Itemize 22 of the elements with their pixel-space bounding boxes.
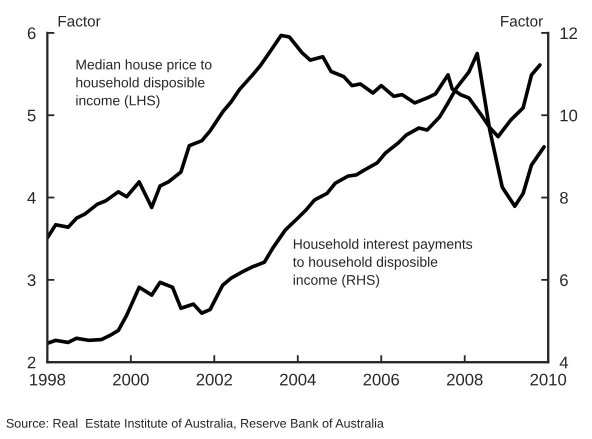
x-tick-label: 2004 xyxy=(280,374,316,386)
annotation: Household interest payments to household disposible income (RHS) xyxy=(292,238,472,288)
y2-tick-label: 8 xyxy=(560,192,568,204)
annotation: Median house price to household disposible income (LHS) xyxy=(76,59,212,108)
y2-axis-title: Factor xyxy=(501,16,543,27)
y-tick-label: 5 xyxy=(28,110,36,122)
y2-tick-label: 10 xyxy=(560,110,578,122)
y2-tick-label: 6 xyxy=(560,274,568,286)
x-tick-label: 2008 xyxy=(447,374,483,386)
source-note: Source: Real Estate Institute of Australia, Reserve Bank of Australia xyxy=(6,418,384,430)
x-tick-label: 2006 xyxy=(364,374,400,386)
x-tick-label: 2000 xyxy=(113,374,149,386)
x-tick-label: 1998 xyxy=(30,374,66,386)
y-axis-title: Factor xyxy=(58,16,100,27)
y2-tick-label: 4 xyxy=(560,356,568,368)
y-tick-label: 3 xyxy=(28,274,36,286)
y-tick-label: 6 xyxy=(28,27,36,40)
x-tick-label: 2010 xyxy=(530,374,566,386)
y-tick-label: 4 xyxy=(27,192,36,204)
x-tick-label: 2002 xyxy=(196,374,232,386)
y2-tick-label: 12 xyxy=(560,27,578,39)
y-tick-label: 2 xyxy=(28,356,36,368)
